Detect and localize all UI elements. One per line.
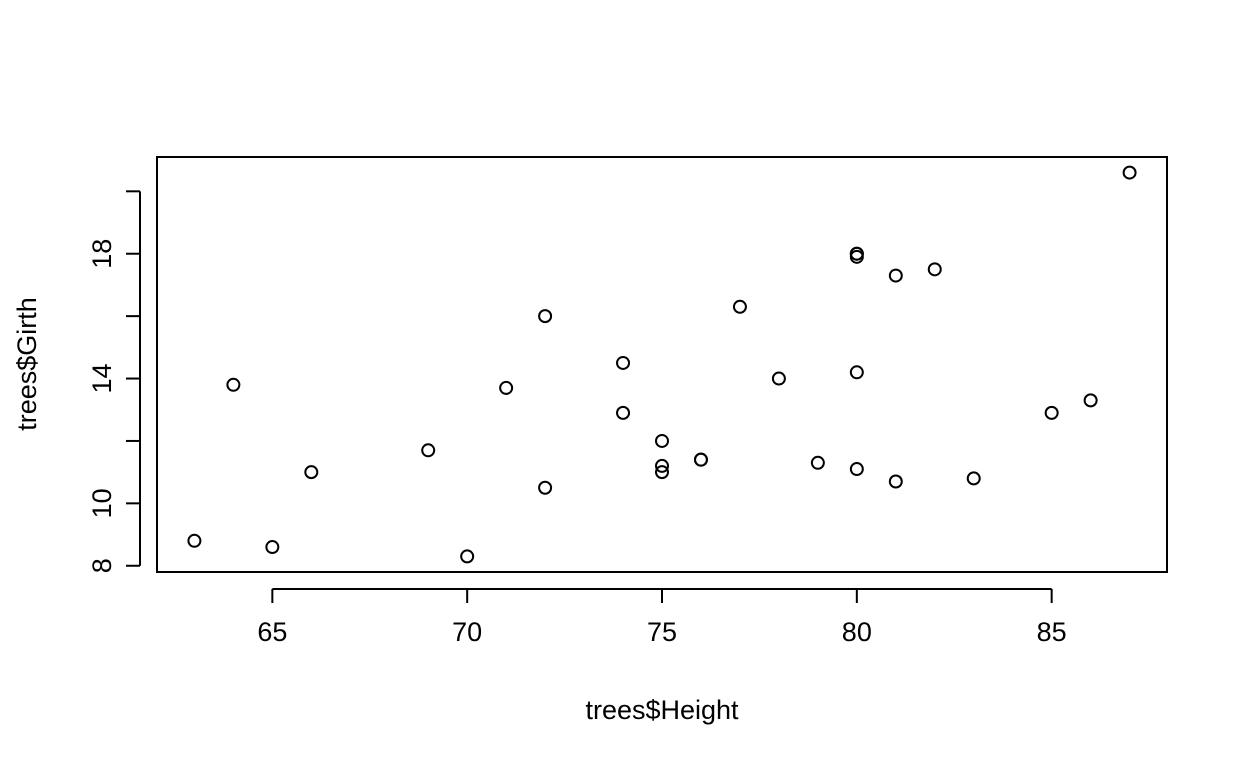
data-point — [655, 465, 669, 480]
data-point — [927, 262, 942, 277]
data-point — [187, 533, 202, 548]
data-point — [771, 371, 786, 386]
data-point — [655, 458, 669, 473]
x-tick-label: 70 — [452, 617, 482, 647]
data-point — [460, 549, 475, 564]
data-point — [693, 452, 708, 467]
data-point — [265, 540, 280, 555]
data-point — [226, 377, 241, 392]
data-point — [499, 380, 514, 395]
y-tick-label: 10 — [87, 488, 117, 518]
data-point — [304, 465, 319, 480]
data-point — [732, 299, 747, 314]
data-point — [421, 443, 436, 458]
data-point — [655, 433, 669, 448]
data-point — [1122, 165, 1137, 180]
y-tick-label: 14 — [87, 364, 117, 394]
data-point — [616, 405, 631, 420]
data-point — [810, 455, 825, 470]
data-point — [1044, 405, 1059, 420]
plot-frame — [156, 156, 1168, 573]
x-axis-label: trees$Height — [585, 695, 739, 725]
data-point — [538, 309, 553, 324]
data-point — [849, 246, 864, 261]
data-point — [849, 462, 864, 477]
x-tick-label: 85 — [1037, 617, 1067, 647]
data-point — [1083, 393, 1098, 408]
x-axis-ticks: 65 70 75 80 85 — [257, 589, 1067, 647]
y-axis-ticks: 8 10 14 18 — [87, 190, 140, 573]
data-point — [849, 365, 864, 380]
y-axis-label: trees$Girth — [12, 297, 42, 431]
data-point — [616, 355, 631, 370]
data-point — [538, 480, 553, 495]
y-tick-label: 8 — [87, 558, 117, 573]
y-tick-label: 18 — [87, 239, 117, 269]
data-points — [187, 165, 1137, 564]
x-tick-label: 80 — [842, 617, 872, 647]
x-tick-label: 65 — [257, 617, 287, 647]
data-point — [888, 268, 903, 283]
data-point — [888, 474, 903, 489]
x-tick-label: 75 — [647, 617, 677, 647]
data-point — [966, 471, 981, 486]
